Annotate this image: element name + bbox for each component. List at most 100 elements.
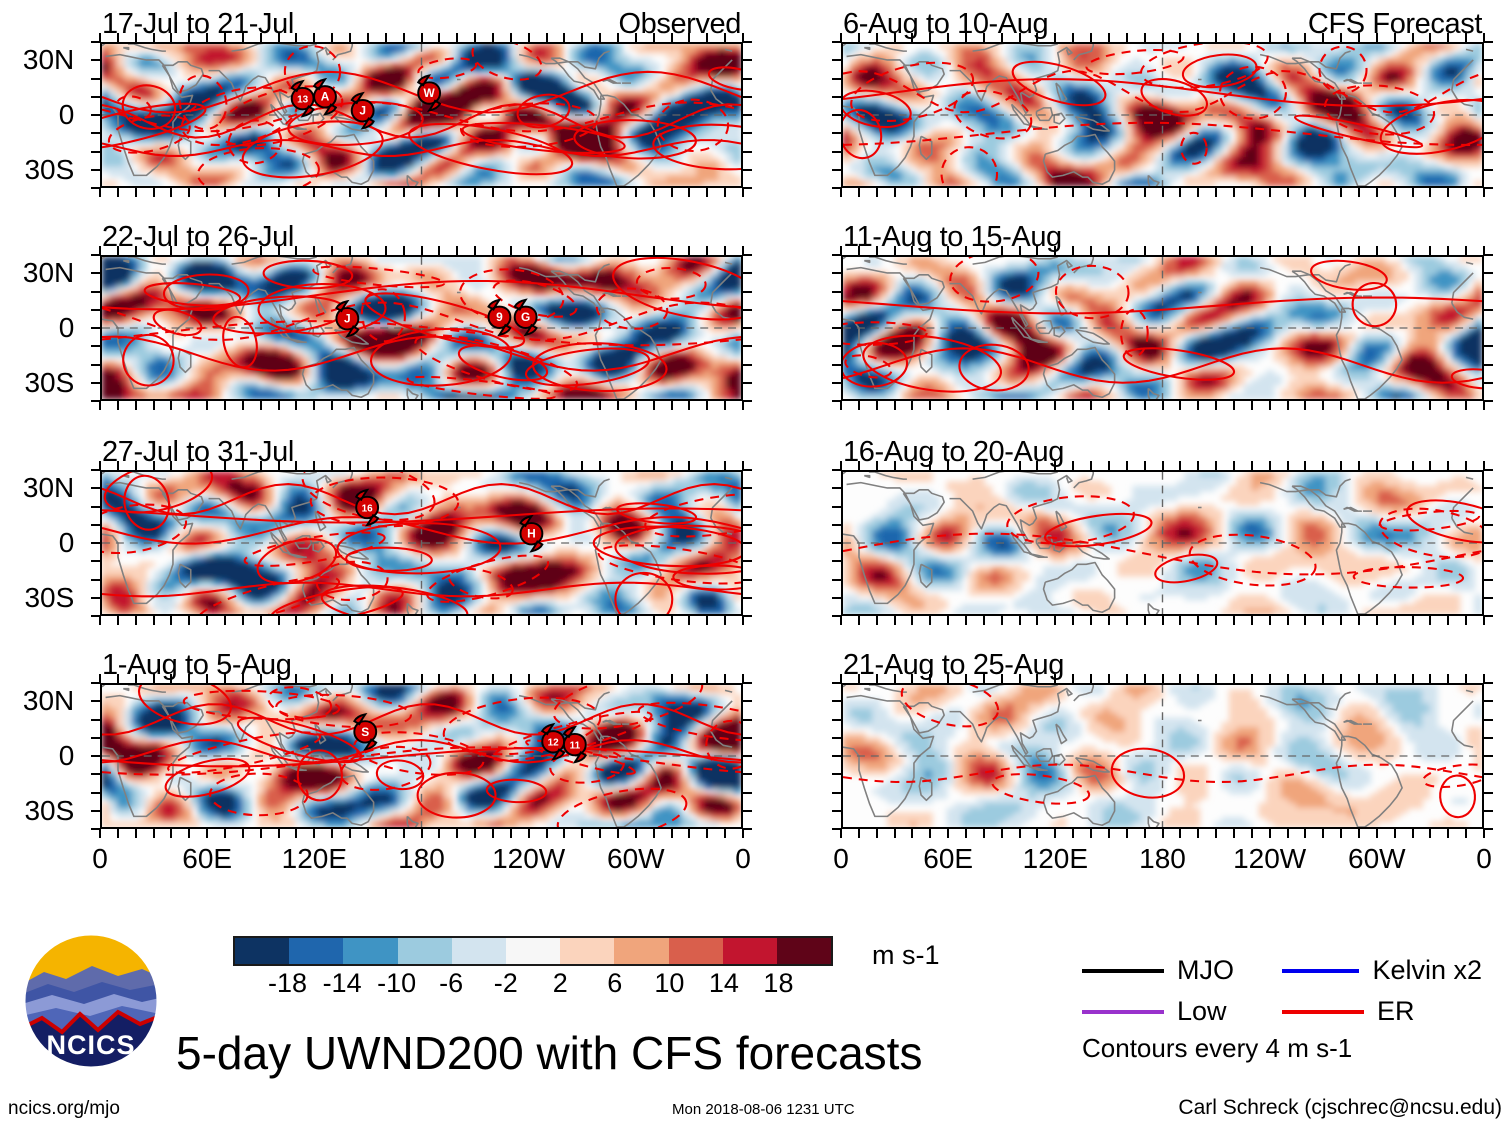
x-tick: [456, 674, 459, 683]
x-tick: [1000, 188, 1003, 197]
map-canvas: J 9 G: [102, 257, 741, 399]
x-tick: [1179, 461, 1182, 470]
x-tick: [1054, 616, 1057, 625]
x-tick: [491, 33, 494, 42]
x-tick: [965, 401, 968, 410]
low-line-swatch: [1082, 1009, 1164, 1014]
x-tick: [420, 616, 423, 625]
y-tick: [91, 59, 100, 62]
x-tick: [1322, 829, 1325, 838]
y-tick-label-30S: 30S: [24, 153, 75, 185]
storm-label: 13: [297, 95, 309, 106]
y-tick: [832, 77, 841, 80]
x-tick: [857, 401, 860, 410]
x-tick: [947, 188, 950, 197]
x-tick: [545, 461, 548, 470]
x-tick: [875, 33, 878, 42]
y-tick: [1484, 400, 1493, 402]
x-tick: [1322, 401, 1325, 410]
x-tick: [1018, 616, 1021, 625]
x-tick: [1286, 829, 1289, 838]
panel-obs-1: 17-Jul to 21-Jul Observed 30N 0 30S 13 A J W: [23, 8, 752, 197]
x-tick: [313, 829, 316, 838]
x-tick: [965, 674, 968, 683]
y-tick: [1484, 523, 1493, 526]
x-tick: [527, 246, 530, 255]
x-tick: [1107, 401, 1110, 410]
x-tick: [1357, 401, 1360, 410]
x-tick: [295, 674, 298, 683]
x-tick: [224, 246, 227, 255]
x-tick: [545, 33, 548, 42]
x-tick: [1179, 616, 1182, 625]
x-tick: [634, 188, 637, 197]
x-tick: [929, 188, 932, 197]
x-tick: [911, 188, 914, 197]
x-tick: [965, 188, 968, 197]
x-tick: [742, 401, 744, 410]
x-tick: [1429, 188, 1432, 197]
x-tick: [616, 829, 619, 838]
map-area-obs-4[interactable]: S 12 11: [100, 683, 743, 829]
x-tick: [965, 33, 968, 42]
colorbar-tick--10: -10: [377, 968, 417, 998]
x-tick: [349, 33, 352, 42]
storm-marker-12: 12: [540, 722, 566, 761]
x-tick: [420, 33, 423, 42]
x-tick: [295, 188, 298, 197]
x-tick: [474, 674, 477, 683]
x-tick: [1411, 461, 1414, 470]
map-canvas: [843, 472, 1482, 614]
x-tick: [1250, 188, 1253, 197]
map-area-cfs-4[interactable]: [841, 683, 1484, 829]
map-area-obs-3[interactable]: 16 H: [100, 470, 743, 616]
x-tick: [1322, 246, 1325, 255]
y-tick-label-0: 0: [58, 312, 75, 343]
y-tick: [832, 615, 841, 617]
mjo-line-swatch: [1082, 968, 1164, 973]
y-tick: [743, 542, 752, 544]
y-tick: [1484, 150, 1493, 153]
map-area-cfs-1[interactable]: [841, 42, 1484, 188]
y-tick: [743, 615, 752, 617]
y-tick: [91, 809, 100, 812]
map-area-obs-2[interactable]: J 9 G: [100, 255, 743, 401]
x-tick: [599, 401, 602, 410]
footer-website[interactable]: ncics.org/mjo: [8, 1098, 120, 1119]
contour-interval-note: Contours every 4 m s-1: [1082, 1033, 1353, 1063]
x-tick: [259, 616, 262, 625]
x-tick: [634, 33, 637, 42]
map-area-obs-1[interactable]: 13 A J W: [100, 42, 743, 188]
x-tick: [599, 829, 602, 838]
y-tick: [1484, 809, 1493, 812]
map-area-cfs-2[interactable]: [841, 255, 1484, 401]
x-tick: [742, 246, 744, 255]
x-tick: [1304, 401, 1307, 410]
x-tick: [206, 616, 209, 625]
x-tick: [384, 829, 387, 838]
x-tick: [1357, 246, 1360, 255]
storm-marker-16: 16: [354, 488, 380, 527]
x-tick: [1036, 33, 1039, 42]
y-tick: [832, 755, 841, 757]
y-tick: [91, 828, 100, 830]
y-tick: [832, 773, 841, 776]
storm-label: G: [521, 311, 530, 324]
x-tick: [366, 674, 369, 683]
y-tick: [1484, 59, 1493, 62]
x-tick: [366, 616, 369, 625]
map-area-cfs-3[interactable]: [841, 470, 1484, 616]
y-tick: [743, 809, 752, 812]
x-tick: [1018, 829, 1021, 838]
x-tick: [724, 461, 727, 470]
colorbar-tick--2: -2: [493, 968, 518, 998]
map-canvas: [843, 257, 1482, 399]
x-tick: [1447, 674, 1450, 683]
legend-item-mjo: MJO: [1082, 955, 1282, 986]
x-tick-label-120E: 120E: [1022, 843, 1089, 874]
y-tick: [1484, 132, 1493, 135]
x-tick: [911, 829, 914, 838]
y-tick-label-0: 0: [58, 740, 75, 771]
y-tick: [832, 505, 841, 508]
colorbar-swatch-1: [289, 938, 344, 964]
